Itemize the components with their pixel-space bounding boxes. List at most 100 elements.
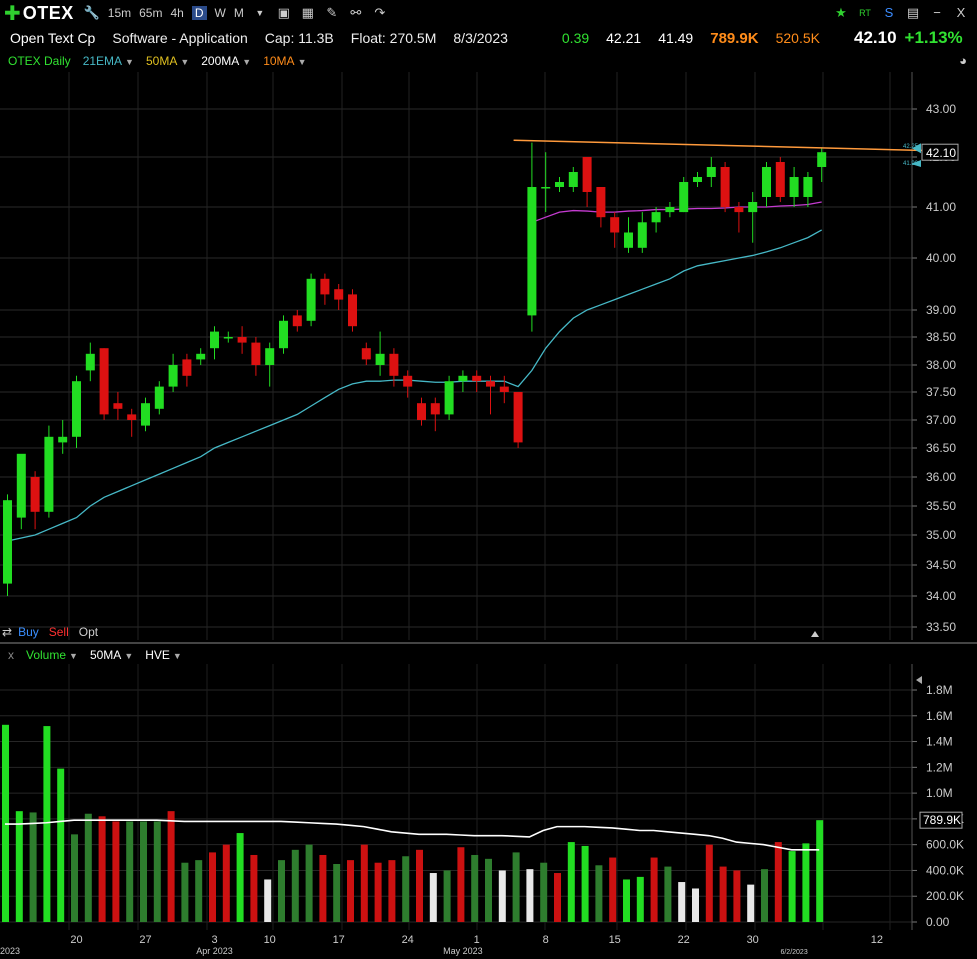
candle — [72, 375, 81, 448]
pencil-icon[interactable]: ✎ — [326, 5, 338, 20]
upper-marker-label: 42.25 — [903, 144, 919, 150]
timeframe-65m[interactable]: 65m — [139, 6, 163, 20]
volume-ma-legend[interactable]: 50MA ▼ — [90, 648, 133, 662]
candle-body — [417, 403, 426, 420]
volume-bar — [595, 865, 603, 922]
candle-body — [430, 403, 440, 415]
calculator-icon[interactable]: ▦ — [301, 5, 314, 20]
share-arrow-icon[interactable]: ↷ — [374, 5, 386, 20]
candle-body — [16, 453, 26, 518]
volume-bar — [43, 726, 51, 922]
volume-bar — [554, 873, 561, 922]
volume-bar — [388, 860, 396, 922]
volume-bar — [471, 854, 479, 922]
candle — [403, 370, 413, 398]
volume-bar — [761, 869, 768, 922]
hve-legend[interactable]: HVE ▼ — [145, 648, 182, 662]
price-tick-label: 41.00 — [926, 200, 956, 214]
candle-body — [513, 392, 523, 443]
lower-marker-label: 41.90 — [903, 161, 919, 167]
sell-button[interactable]: Sell — [48, 625, 69, 639]
volume-axis-arrow — [916, 676, 922, 684]
realtime-icon[interactable]: RT — [859, 8, 871, 18]
float-label: Float: 270.5M — [350, 30, 437, 46]
volume-bar — [209, 852, 216, 922]
candle — [389, 348, 399, 387]
volume-tick-label: 600.0K — [926, 838, 964, 852]
candle — [610, 212, 620, 248]
date-tick-label: 12 — [871, 934, 883, 946]
timeframe-monthly[interactable]: M — [233, 6, 244, 20]
wrench-icon[interactable]: 🔧 — [83, 5, 100, 20]
price-tick-label: 40.00 — [926, 251, 956, 265]
volume-bar — [581, 845, 589, 922]
candle — [679, 177, 689, 213]
symbol-label[interactable]: OTEX — [22, 2, 74, 23]
candle — [706, 157, 716, 187]
candle-body — [775, 162, 785, 197]
ma50-line — [531, 201, 822, 223]
date-tick-label: 10 — [264, 934, 276, 946]
volume-bar — [236, 833, 244, 922]
candle-body — [665, 207, 675, 213]
last-volume-box — [919, 811, 963, 829]
candle-body — [58, 436, 68, 443]
candle-body — [3, 500, 12, 584]
chevron-down-icon[interactable]: ▼ — [255, 8, 265, 18]
timeframe-15m[interactable]: 15m — [107, 6, 132, 20]
candle — [334, 284, 344, 310]
candle-body — [610, 217, 620, 233]
close-icon[interactable]: X — [956, 5, 966, 20]
chart-name[interactable]: OTEX Daily — [8, 54, 71, 68]
volume-bar — [153, 821, 161, 922]
candle — [444, 375, 454, 420]
ma50-legend[interactable]: 50MA ▼ — [146, 54, 189, 68]
candle-body — [154, 386, 164, 409]
option-button[interactable]: Opt — [78, 625, 99, 639]
candle-body — [72, 381, 81, 437]
volume-bar — [664, 866, 672, 922]
candle-body — [762, 167, 771, 197]
minimize-icon[interactable]: − — [933, 5, 941, 20]
trade-arrows-icon[interactable]: ⇄ — [2, 625, 13, 639]
volume-bar — [747, 884, 755, 922]
trendline[interactable] — [513, 139, 956, 152]
ma10-legend[interactable]: 10MA ▼ — [263, 54, 306, 68]
sector-label: Software - Application — [112, 30, 248, 46]
volume-bar — [112, 821, 120, 922]
ma200-legend[interactable]: 200MA ▼ — [201, 54, 251, 68]
chevron-down-icon: ▼ — [125, 57, 134, 67]
volume-bar — [816, 820, 824, 922]
candle — [417, 397, 426, 426]
volume-tick-label: 400.0K — [926, 863, 964, 877]
save-icon[interactable]: ▤ — [906, 5, 920, 20]
candle — [113, 392, 123, 420]
price-tick-label: 35.00 — [926, 528, 956, 542]
buy-button[interactable]: Buy — [18, 625, 39, 639]
volume-bar — [250, 854, 258, 922]
timeframe-weekly[interactable]: W — [214, 6, 226, 20]
low-price: 41.49 — [658, 30, 694, 46]
add-symbol-icon[interactable]: ✚ — [4, 2, 21, 25]
star-icon[interactable]: ★ — [835, 5, 847, 20]
candle-body — [486, 381, 495, 387]
timeframe-4h[interactable]: 4h — [170, 6, 184, 20]
candle — [693, 172, 702, 187]
close-volume-panel[interactable]: x — [8, 648, 14, 662]
scan-icon[interactable]: S — [884, 5, 894, 20]
candle-body — [499, 386, 509, 392]
trendline-path — [513, 139, 956, 152]
last-price-arrow — [912, 143, 921, 154]
ema21-legend[interactable]: 21EMA ▼ — [83, 54, 134, 68]
palette-icon[interactable]: ◕ — [959, 53, 967, 68]
candle-body — [237, 337, 247, 343]
date-tick-label: 1 — [474, 934, 480, 946]
price-tick-label: 37.00 — [926, 413, 956, 427]
tv-icon[interactable]: ▣ — [277, 5, 290, 20]
timeframe-daily[interactable]: D — [191, 6, 207, 20]
date-tick-label: Apr 2023 — [196, 946, 233, 956]
candle — [85, 342, 95, 382]
link-icon[interactable]: ⚯ — [350, 5, 362, 20]
candle-body — [624, 232, 633, 248]
volume-legend[interactable]: Volume ▼ — [26, 648, 78, 662]
